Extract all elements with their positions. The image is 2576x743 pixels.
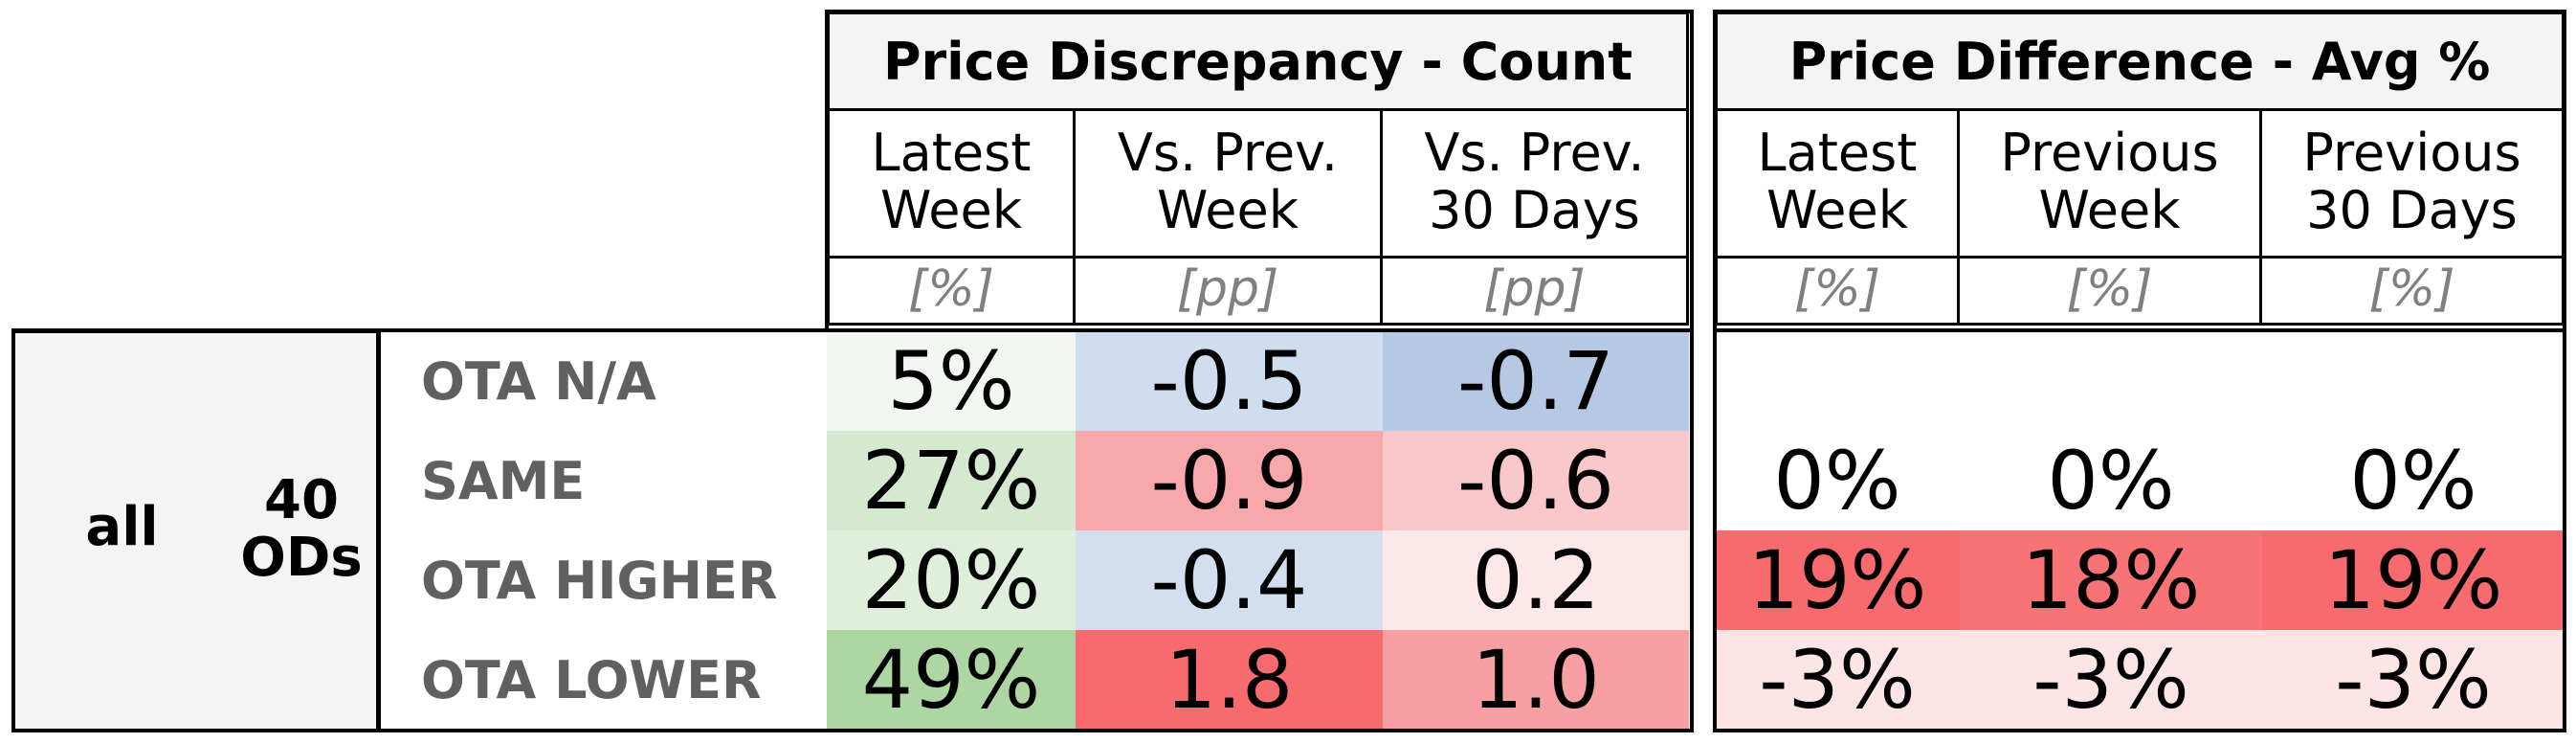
group-label: all <box>85 495 159 558</box>
value-cell <box>1960 331 2262 431</box>
value-cell: 19% <box>2262 530 2565 630</box>
column-header: Latest Week <box>827 108 1076 259</box>
column-header: Vs. Prev. Week <box>1076 108 1383 259</box>
value-cell: 1.8 <box>1076 630 1383 730</box>
value-cell: 0% <box>1715 431 1960 530</box>
row-label: OTA LOWER <box>421 649 762 710</box>
column-unit: [%] <box>827 256 1076 326</box>
ods-count-label: 40 ODs <box>240 469 363 589</box>
value-cell: 0% <box>2262 431 2565 530</box>
row-label: OTA N/A <box>421 350 656 412</box>
column-header: Previous Week <box>1960 108 2262 259</box>
section-title: Price Difference - Avg % <box>1715 11 2565 111</box>
section-title: Price Discrepancy - Count <box>827 11 1689 111</box>
value-cell: -0.9 <box>1076 431 1383 530</box>
value-cell: 27% <box>827 431 1076 530</box>
value-cell: 0.2 <box>1383 530 1689 630</box>
row-label: OTA HIGHER <box>421 550 778 611</box>
value-cell: -0.4 <box>1076 530 1383 630</box>
column-header: Previous 30 Days <box>2262 108 2565 259</box>
value-cell: -0.6 <box>1383 431 1689 530</box>
value-cell: 0% <box>1960 431 2262 530</box>
value-cell: 19% <box>1715 530 1960 630</box>
value-cell: 20% <box>827 530 1076 630</box>
value-cell <box>2262 331 2565 431</box>
value-cell <box>1715 331 1960 431</box>
value-cell: -0.5 <box>1076 331 1383 431</box>
column-unit: [%] <box>1960 256 2262 326</box>
value-cell: -0.7 <box>1383 331 1689 431</box>
column-unit: [pp] <box>1383 256 1689 326</box>
value-cell: -3% <box>1960 630 2262 730</box>
value-cell: 1.0 <box>1383 630 1689 730</box>
value-cell: 49% <box>827 630 1076 730</box>
column-header: Vs. Prev. 30 Days <box>1383 108 1689 259</box>
value-cell: 18% <box>1960 530 2262 630</box>
column-header: Latest Week <box>1715 108 1960 259</box>
value-cell: -3% <box>2262 630 2565 730</box>
row-label: SAME <box>421 450 586 511</box>
value-cell: 5% <box>827 331 1076 431</box>
column-unit: [pp] <box>1076 256 1383 326</box>
value-cell: -3% <box>1715 630 1960 730</box>
column-unit: [%] <box>2262 256 2565 326</box>
row-divider <box>377 328 381 732</box>
column-unit: [%] <box>1715 256 1960 326</box>
group-block <box>11 330 379 732</box>
